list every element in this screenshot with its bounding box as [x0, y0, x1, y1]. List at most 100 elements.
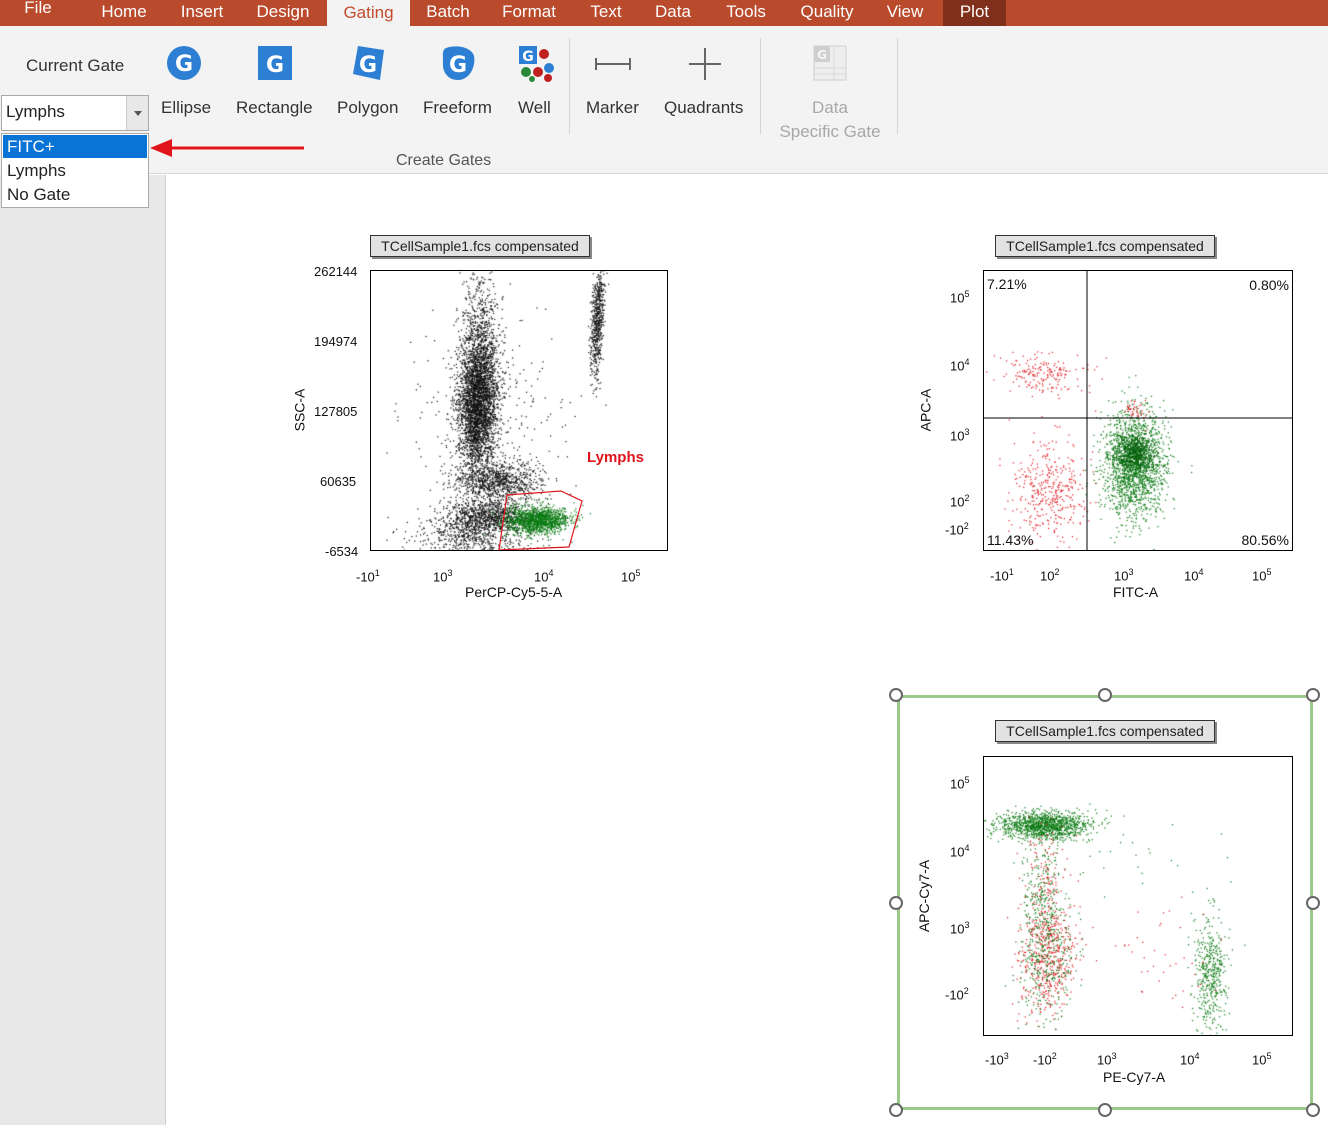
marker-icon: [595, 58, 631, 70]
plot2-ytick: 105: [950, 289, 970, 306]
plot2-ytick: -102: [945, 521, 969, 538]
ribbon-separator: [760, 38, 761, 134]
menu-batch[interactable]: Batch: [426, 2, 470, 21]
plot2-ytick: 103: [950, 427, 970, 444]
resize-handle[interactable]: [1098, 688, 1112, 702]
menu-view[interactable]: View: [886, 2, 924, 21]
data-specific-gate-button[interactable]: G Data Specific Gate: [772, 40, 888, 150]
svg-text:G: G: [266, 53, 284, 78]
plot2-xlabel: FITC-A: [1113, 584, 1159, 600]
menu-plot[interactable]: Plot: [943, 0, 1006, 26]
freeform-label: Freeform: [423, 98, 492, 117]
quadrants-button[interactable]: Quadrants: [660, 40, 750, 124]
menu-bar: File Home Insert Design Gating Batch For…: [0, 0, 1328, 26]
freeform-gate-button[interactable]: G Freeform: [420, 40, 500, 124]
menu-format[interactable]: Format: [502, 2, 556, 21]
rectangle-gate-icon: G: [258, 46, 292, 80]
svg-text:G: G: [175, 52, 193, 77]
plot3-xtick: -102: [1033, 1051, 1057, 1068]
menu-home[interactable]: Home: [101, 2, 147, 21]
menu-gating[interactable]: Gating: [327, 0, 410, 26]
plot1-xtick: 103: [433, 568, 453, 585]
plot1-title: TCellSample1.fcs compensated: [370, 235, 590, 257]
freeform-gate-icon: G: [442, 46, 475, 80]
menu-design[interactable]: Design: [256, 2, 310, 21]
dropdown-option-fitc[interactable]: FITC+: [3, 135, 147, 158]
plot2-xtick: 102: [1040, 567, 1060, 584]
menu-quality[interactable]: Quality: [800, 2, 854, 21]
ribbon-separator: [897, 38, 898, 134]
chevron-down-icon[interactable]: [126, 96, 148, 130]
dropdown-option-lymphs[interactable]: Lymphs: [7, 161, 66, 180]
polygon-gate-icon: G: [353, 46, 384, 80]
resize-handle[interactable]: [1098, 1103, 1112, 1117]
well-gate-button[interactable]: G Well: [510, 40, 562, 124]
plot1-events: [371, 271, 667, 550]
current-gate-label: Current Gate: [26, 56, 125, 75]
plot3-xtick: 103: [1097, 1051, 1117, 1068]
plot2-ylabel: APC-A: [917, 388, 934, 432]
plot1-xtick: 105: [621, 568, 641, 585]
data-specific-gate-icon: G: [813, 45, 847, 81]
current-gate-value: Lymphs: [6, 102, 65, 121]
plot3-ylabel: APC-Cy7-A: [916, 859, 933, 933]
ellipse-label: Ellipse: [161, 98, 212, 117]
well-gate-icon: G: [519, 46, 554, 82]
create-gates-group-label: Create Gates: [396, 152, 492, 169]
left-pane: [0, 175, 166, 1125]
resize-handle[interactable]: [889, 688, 903, 702]
plot1-ytick: 127805: [314, 404, 358, 419]
plot3-area[interactable]: [983, 756, 1293, 1036]
well-label: Well: [518, 98, 551, 117]
rectangle-label: Rectangle: [236, 98, 313, 117]
plot2-title: TCellSample1.fcs compensated: [995, 235, 1215, 257]
ribbon-separator: [569, 38, 570, 134]
current-gate-combobox[interactable]: Lymphs: [1, 95, 149, 131]
plot2-xtick: -101: [990, 567, 1014, 584]
plot1-xlabel: PerCP-Cy5-5-A: [465, 584, 563, 600]
quadrants-icon: [689, 48, 721, 80]
quadrant-ul-percent: 7.21%: [987, 276, 1027, 292]
plot3-ytick: -102: [945, 986, 969, 1003]
quadrants-label: Quadrants: [664, 98, 744, 117]
menu-insert[interactable]: Insert: [180, 2, 224, 21]
resize-handle[interactable]: [1306, 896, 1320, 910]
resize-handle[interactable]: [889, 1103, 903, 1117]
plot3-xtick: 105: [1252, 1051, 1272, 1068]
plot1-ytick: 262144: [314, 264, 358, 279]
plot2-xtick: 103: [1114, 567, 1134, 584]
quadrant-lr-percent: 80.56%: [1241, 532, 1289, 548]
plot2-events: [984, 271, 1292, 550]
resize-handle[interactable]: [1306, 1103, 1320, 1117]
svg-text:G: G: [359, 53, 377, 78]
quadrant-lines[interactable]: [984, 271, 1292, 550]
plot1-ylabel: SSC-A: [291, 388, 308, 432]
plot3-ytick: 103: [950, 920, 970, 937]
plot2-ytick: 104: [950, 357, 970, 374]
ellipse-gate-button[interactable]: G Ellipse: [156, 40, 216, 124]
svg-text:G: G: [449, 53, 467, 78]
gate-dropdown-list: FITC+ Lymphs No Gate: [1, 133, 149, 208]
data-specific-label-line1: Data: [812, 98, 848, 117]
marker-button[interactable]: Marker: [580, 40, 646, 124]
quadrant-ll-percent: 11.43%: [987, 532, 1034, 548]
plot3-title: TCellSample1.fcs compensated: [995, 720, 1215, 742]
plot1-ytick: 194974: [314, 334, 358, 349]
rectangle-gate-button[interactable]: G Rectangle: [232, 40, 318, 124]
plot2-xtick: 104: [1184, 567, 1204, 584]
polygon-gate-button[interactable]: G Polygon: [332, 40, 406, 124]
menu-data[interactable]: Data: [655, 2, 691, 21]
menu-file[interactable]: File: [24, 0, 52, 17]
data-specific-label-line2: Specific Gate: [779, 122, 881, 141]
dropdown-option-no-gate[interactable]: No Gate: [7, 185, 71, 204]
resize-handle[interactable]: [889, 896, 903, 910]
lymphs-gate-polygon[interactable]: [371, 271, 667, 550]
ellipse-gate-icon: G: [167, 46, 201, 80]
resize-handle[interactable]: [1306, 688, 1320, 702]
menu-text[interactable]: Text: [590, 2, 622, 21]
menu-tools[interactable]: Tools: [726, 2, 766, 21]
plot3-xtick: 104: [1180, 1051, 1200, 1068]
plot2-area[interactable]: 7.21% 0.80% 11.43% 80.56%: [983, 270, 1293, 551]
plot1-area[interactable]: Lymphs: [370, 270, 668, 551]
